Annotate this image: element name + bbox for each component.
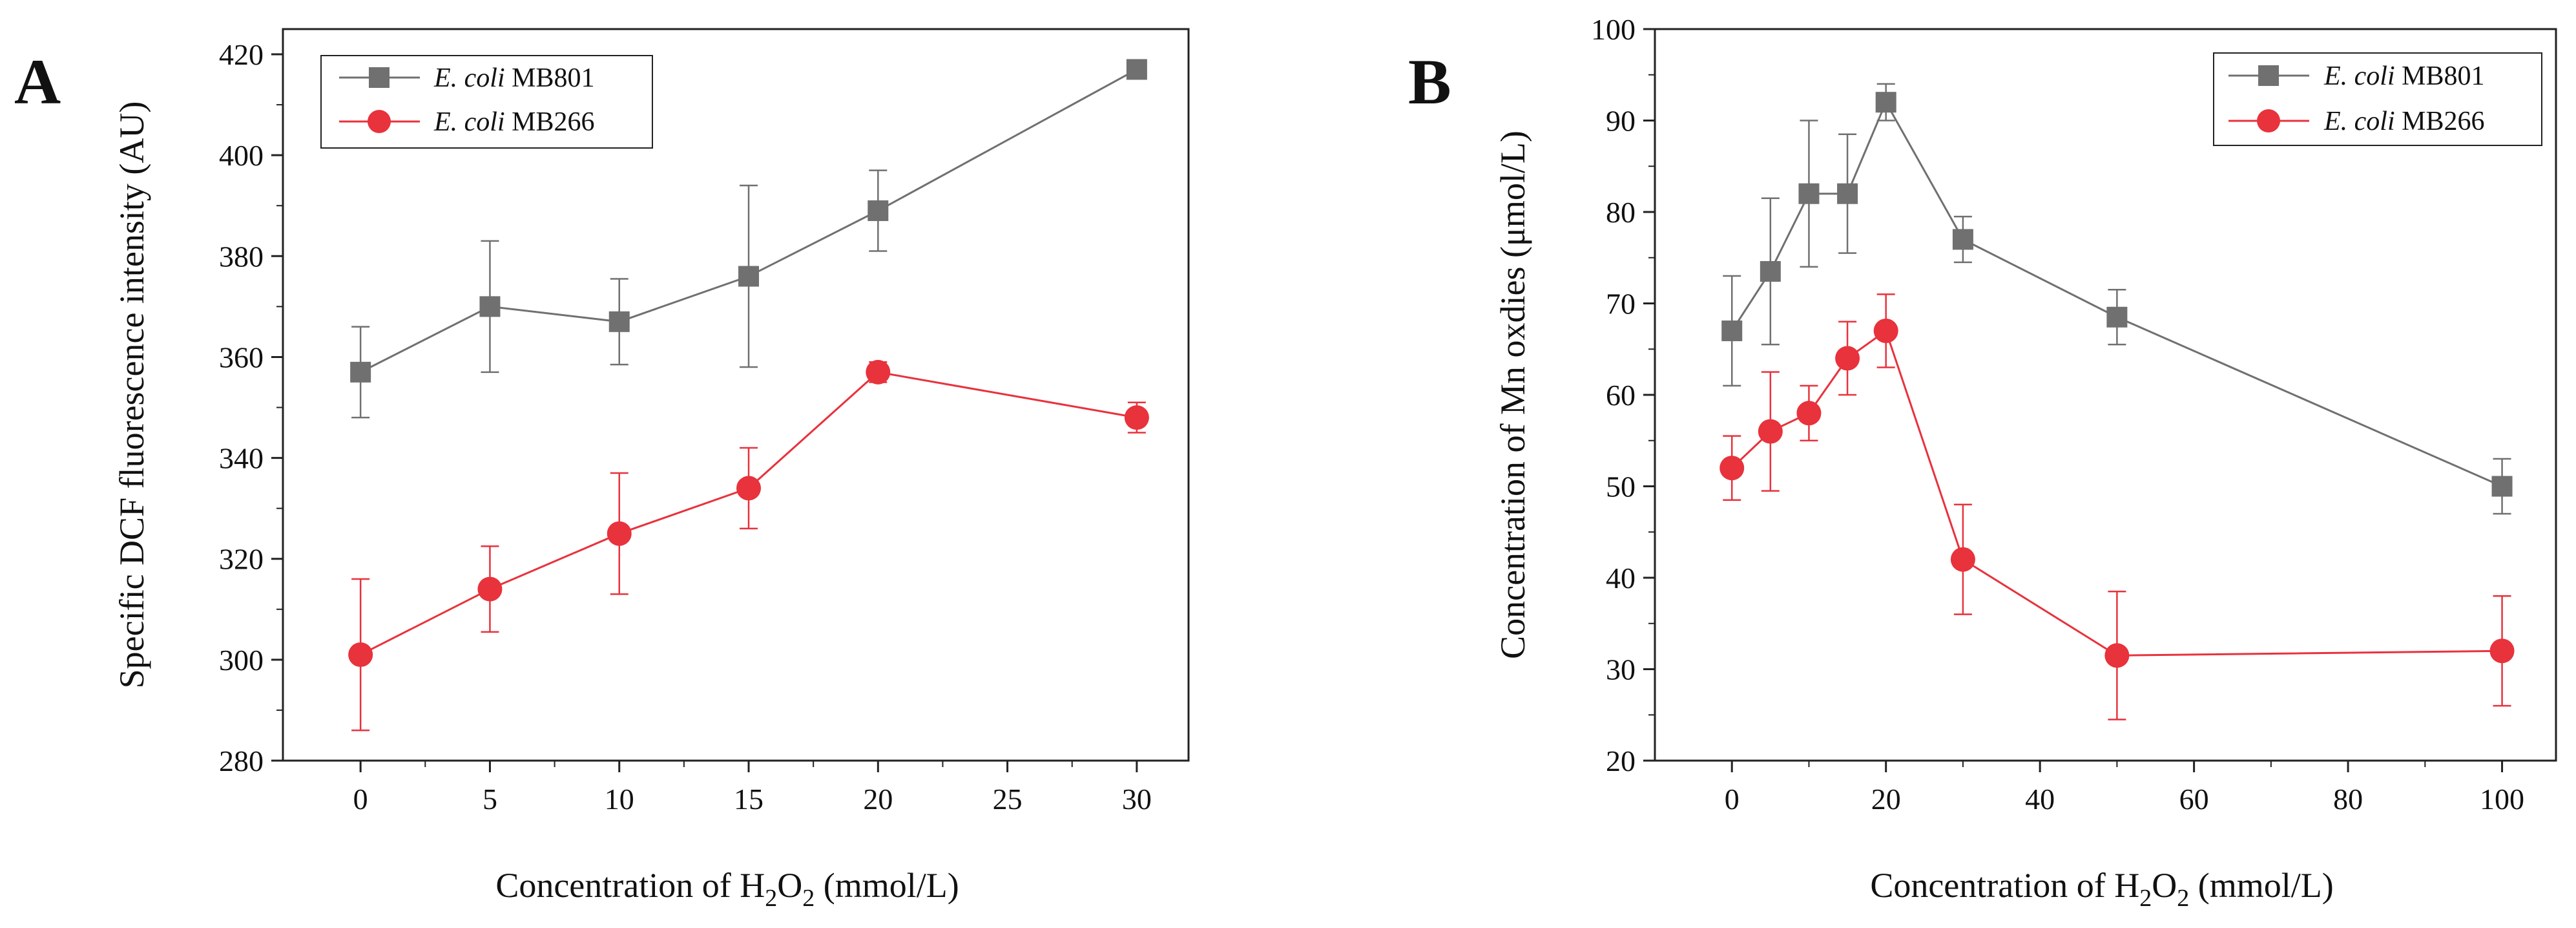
data-point-mb266-b (1719, 456, 1745, 481)
chart-panel-b: B 0 20 40 60 80 100 20 30 40 50 60 70 80 90 100 Concen… (1408, 13, 2557, 912)
series-line-mb801-a (360, 69, 1137, 374)
data-point-mb266-b (1796, 401, 1822, 426)
x-tick-label-b-100: 100 (2480, 783, 2524, 816)
y-tick-label-a-280: 280 (219, 744, 264, 777)
y-tick-label-b-50: 50 (1606, 470, 1636, 503)
data-point-mb801-a (608, 311, 630, 332)
data-point-mb801-b (2491, 476, 2513, 497)
legend-label-mb801-b: E. coli MB801 (2323, 61, 2485, 91)
data-point-mb801-b (1721, 320, 1743, 341)
legend-marker-mb801-a (369, 67, 390, 88)
data-point-mb266-a (736, 476, 762, 501)
legend-label-mb266-b: E. coli MB266 (2323, 107, 2485, 136)
data-point-mb801-a (479, 296, 501, 317)
y-tick-label-a-300: 300 (219, 644, 264, 677)
data-point-mb266-b (1873, 318, 1898, 343)
legend-b: E. coli MB801 E. coli MB266 (2213, 52, 2542, 146)
data-point-mb801-b (1952, 229, 1973, 250)
data-point-mb266-a (477, 576, 503, 602)
x-tick-label-a-20: 20 (863, 783, 893, 816)
data-point-mb801-b (2106, 306, 2128, 328)
legend-marker-mb801-b (2258, 65, 2279, 86)
y-tick-label-a-420: 420 (219, 38, 264, 71)
data-point-mb266-b (1950, 547, 1975, 572)
legend-a: E. coli MB801 E. coli MB266 (320, 55, 653, 149)
legend-label-mb801-a: E. coli MB801 (433, 63, 595, 93)
y-tick-label-b-20: 20 (1606, 744, 1636, 777)
x-tick-label-a-15: 15 (734, 783, 763, 816)
data-point-mb266-b (2489, 638, 2515, 664)
data-point-mb266-a (866, 359, 891, 385)
panel-label-a: A (14, 46, 61, 118)
legend-label-mb266-a: E. coli MB266 (433, 107, 595, 137)
y-tick-label-a-400: 400 (219, 139, 264, 172)
y-axis-label-a: Specific DCF fluorescence intensity (AU) (112, 101, 151, 689)
data-point-mb801-b (1837, 183, 1858, 204)
y-tick-label-b-80: 80 (1606, 196, 1636, 229)
x-tick-label-a-10: 10 (605, 783, 634, 816)
x-tick-label-a-25: 25 (993, 783, 1023, 816)
data-point-mb801-b (1760, 260, 1781, 282)
data-point-mb801-b (1798, 183, 1820, 204)
x-tick-label-a-0: 0 (353, 783, 368, 816)
x-tick-label-a-30: 30 (1122, 783, 1152, 816)
series-layer-b (1719, 83, 2515, 721)
data-point-mb266-b (2104, 643, 2130, 668)
data-point-mb266-b (1758, 419, 1783, 444)
x-tick-label-b-40: 40 (2025, 783, 2055, 816)
legend-marker-mb266-b (2257, 109, 2280, 132)
panel-label-b: B (1408, 46, 1451, 118)
axis-ticks-a: 0 5 10 15 20 25 30 280 300 320 340 360 380 400 420 (219, 38, 1152, 816)
y-tick-label-b-30: 30 (1606, 653, 1636, 686)
x-tick-label-b-20: 20 (1871, 783, 1901, 816)
y-tick-label-a-320: 320 (219, 543, 264, 576)
y-tick-label-a-360: 360 (219, 341, 264, 374)
x-tick-label-b-0: 0 (1725, 783, 1740, 816)
y-tick-label-a-380: 380 (219, 240, 264, 273)
data-point-mb266-b (1835, 346, 1860, 371)
data-point-mb266-a (607, 521, 632, 546)
data-point-mb801-b (1875, 92, 1896, 113)
y-tick-label-a-340: 340 (219, 442, 264, 475)
y-axis-label-b: Concentration of Mn oxdies (μmol/L) (1493, 131, 1532, 659)
data-point-mb801-a (1126, 59, 1147, 80)
y-tick-label-b-100: 100 (1591, 13, 1636, 46)
x-tick-label-a-5: 5 (483, 783, 497, 816)
data-point-mb266-a (348, 642, 373, 668)
y-tick-label-b-70: 70 (1606, 288, 1636, 321)
data-point-mb801-a (867, 200, 889, 222)
data-point-mb266-a (1124, 405, 1149, 430)
series-line-mb801-b (1730, 100, 2503, 487)
x-axis-label-a: Concentration of H2O2 (mmol/L) (495, 866, 959, 912)
series-layer-a (348, 59, 1149, 732)
x-tick-label-b-80: 80 (2333, 783, 2363, 816)
x-tick-label-b-60: 60 (2179, 783, 2209, 816)
series-line-mb266-a (360, 371, 1137, 656)
y-tick-label-b-40: 40 (1606, 562, 1636, 595)
x-axis-label-b: Concentration of H2O2 (mmol/L) (1870, 866, 2333, 912)
data-point-mb801-a (738, 266, 760, 287)
y-tick-label-b-60: 60 (1606, 379, 1636, 412)
chart-panel-a: A 0 5 10 15 20 25 30 280 300 320 340 360 380 400 420 S… (14, 28, 1190, 912)
data-point-mb801-a (350, 361, 371, 383)
axis-ticks-b: 0 20 40 60 80 100 20 30 40 50 60 70 80 90 100 (1591, 13, 2524, 816)
y-tick-label-b-90: 90 (1606, 105, 1636, 138)
legend-marker-mb266-a (368, 110, 391, 133)
plot-frame-a (282, 28, 1190, 762)
